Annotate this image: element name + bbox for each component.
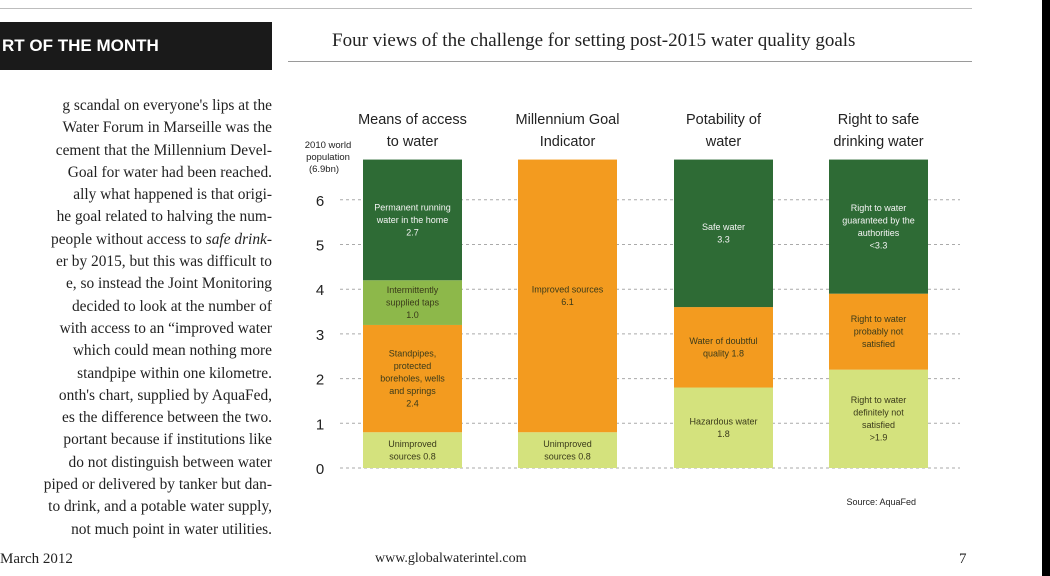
category-label: Right to safe drinking water (833, 112, 923, 150)
category-label: Means of access to water (358, 112, 467, 150)
article-line: piped or delivered by tanker but dan- (43, 476, 272, 494)
article-line: not much point in water utilities. (71, 520, 272, 538)
chart-title: Four views of the challenge for setting … (332, 30, 856, 51)
footer-url[interactable]: www.globalwaterintel.com (375, 551, 527, 566)
segment-label: Safe water 3.3 (702, 222, 745, 245)
segment-label: Intermittently supplied taps 1.0 (386, 285, 440, 320)
article-line: do not distinguish between water (68, 453, 272, 471)
article-line: g scandal on everyone's lips at the (62, 97, 272, 114)
segment-label: Right to water probably not satisfied (851, 314, 907, 349)
bar-segment (829, 293, 928, 370)
article-line: es the difference between the two. (62, 409, 272, 427)
segment-label: Right to water definitely not satisfied >1.… (851, 395, 907, 443)
bar-segment (829, 159, 928, 294)
segment-label: Hazardous water 1.8 (689, 417, 757, 440)
y-tick-label: 6 (316, 193, 324, 210)
article-line: standpipe within one kilometre. (77, 364, 272, 382)
bar-segment (363, 432, 462, 468)
article-line: ally what happened is that origi- (73, 186, 272, 204)
segment-label: Unimproved sources 0.8 (543, 439, 592, 462)
y-tick-label: 2 (316, 372, 324, 389)
segment-label: Right to water guaranteed by the authoriti… (842, 203, 915, 251)
segment-label: Permanent running water in the home 2.7 (374, 202, 451, 237)
segment-label: Unimproved sources 0.8 (388, 439, 437, 462)
category-label: Millennium Goal Indicator (516, 112, 620, 150)
y-tick-label: 0 (316, 461, 324, 478)
bar-segment (674, 387, 773, 468)
y-tick-label: 1 (316, 416, 324, 433)
bar-segment (674, 159, 773, 308)
bar-segment (518, 159, 617, 433)
bar-segment (829, 369, 928, 468)
y-tick-label: 4 (316, 282, 324, 299)
page-number: 7 (959, 551, 967, 567)
segment-label: Improved sources 6.1 (532, 285, 604, 308)
article-column: g scandal on everyone's lips at the Wate… (0, 95, 272, 541)
article-line: people without access to safe drink- (0, 229, 272, 251)
top-rule (0, 8, 972, 9)
article-line: er by 2015, but this was difficult to (55, 253, 272, 271)
article-italic-text: safe drink- (205, 230, 272, 248)
bar-segment (363, 280, 462, 325)
bar-segment (518, 432, 617, 468)
article-line: cement that the Millennium Devel- (55, 141, 272, 159)
y-axis-label: 2010 world population (6.9bn) (305, 140, 351, 175)
bar-segment (363, 324, 462, 433)
article-line: to drink, and a potable water supply, (48, 498, 272, 516)
source-note: Source: AquaFed (846, 497, 916, 507)
article-line: Goal for water had been reached. (67, 163, 272, 181)
title-rule (288, 61, 972, 62)
article-line: decided to look at the number of (71, 297, 272, 315)
section-banner: RT OF THE MONTH (0, 22, 272, 70)
bar-segment (363, 159, 462, 281)
article-line: e, so instead the Joint Monitoring (65, 275, 272, 293)
segment-label: Standpipes, protected boreholes, wells and … (380, 349, 445, 409)
article-line: which could mean nothing more (72, 342, 272, 360)
right-frame-edge (1042, 0, 1050, 576)
article-line: onth's chart, supplied by AquaFed, (58, 386, 272, 404)
article-line-part: people without access to (51, 230, 206, 248)
y-tick-label: 5 (316, 238, 324, 255)
category-label: Potability of water (686, 112, 762, 150)
segment-label: Water of doubtful quality 1.8 (689, 336, 757, 359)
footer-date: March 2012 (0, 551, 73, 567)
article-line: he goal related to halving the num- (56, 208, 272, 226)
bar-segment (674, 307, 773, 388)
y-tick-label: 3 (316, 327, 324, 344)
article-line: Water Forum in Marseille was the (62, 119, 272, 137)
article-line: portant because if institutions like (63, 431, 272, 449)
article-line: with access to an “improved water (59, 319, 272, 337)
